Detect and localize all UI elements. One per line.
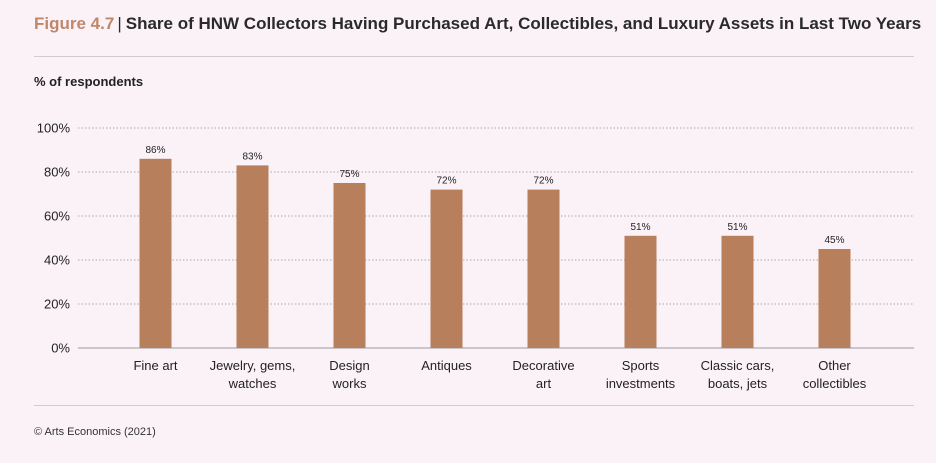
y-tick-label: 0% bbox=[51, 341, 70, 356]
y-axis-label: % of respondents bbox=[34, 74, 144, 89]
bar bbox=[527, 189, 560, 348]
x-tick-label: watches bbox=[228, 376, 277, 391]
data-label: 51% bbox=[727, 222, 747, 233]
bar bbox=[139, 158, 172, 348]
y-tick-label: 100% bbox=[37, 121, 71, 136]
y-tick-label: 20% bbox=[44, 297, 70, 312]
x-tick-label: Fine art bbox=[133, 358, 177, 373]
top-divider bbox=[34, 56, 914, 57]
bar bbox=[430, 189, 463, 348]
x-tick-label: Decorative bbox=[512, 358, 574, 373]
data-label: 72% bbox=[533, 176, 553, 187]
x-tick-label: Other bbox=[818, 358, 851, 373]
bar bbox=[333, 183, 366, 348]
data-label: 75% bbox=[339, 169, 359, 180]
bar bbox=[236, 165, 269, 348]
data-label: 45% bbox=[824, 235, 844, 246]
figure-title: Figure 4.7 | Share of HNW Collectors Havin… bbox=[34, 14, 921, 34]
figure-number: Figure 4.7 bbox=[34, 14, 115, 33]
y-tick-label: 80% bbox=[44, 165, 70, 180]
y-tick-label: 60% bbox=[44, 209, 70, 224]
data-label: 83% bbox=[242, 151, 262, 162]
x-tick-label: collectibles bbox=[803, 376, 867, 391]
data-label: 86% bbox=[145, 145, 165, 156]
figure-title-text: Share of HNW Collectors Having Purchased… bbox=[125, 14, 922, 33]
data-label: 51% bbox=[630, 222, 650, 233]
title-separator: | bbox=[117, 14, 122, 33]
x-tick-label: Jewelry, gems, bbox=[210, 358, 296, 373]
x-tick-label: investments bbox=[606, 376, 676, 391]
bar bbox=[721, 235, 754, 348]
x-tick-label: boats, jets bbox=[708, 376, 768, 391]
x-tick-label: Sports bbox=[622, 358, 660, 373]
bar bbox=[624, 235, 657, 348]
bottom-divider bbox=[34, 405, 914, 406]
x-tick-label: works bbox=[332, 376, 367, 391]
data-label: 72% bbox=[436, 176, 456, 187]
x-tick-label: art bbox=[536, 376, 552, 391]
y-tick-label: 40% bbox=[44, 253, 70, 268]
x-tick-label: Antiques bbox=[421, 358, 472, 373]
x-tick-label: Design bbox=[329, 358, 369, 373]
source-note: © Arts Economics (2021) bbox=[34, 426, 156, 438]
x-tick-label: Classic cars, bbox=[701, 358, 775, 373]
bar bbox=[818, 249, 851, 348]
